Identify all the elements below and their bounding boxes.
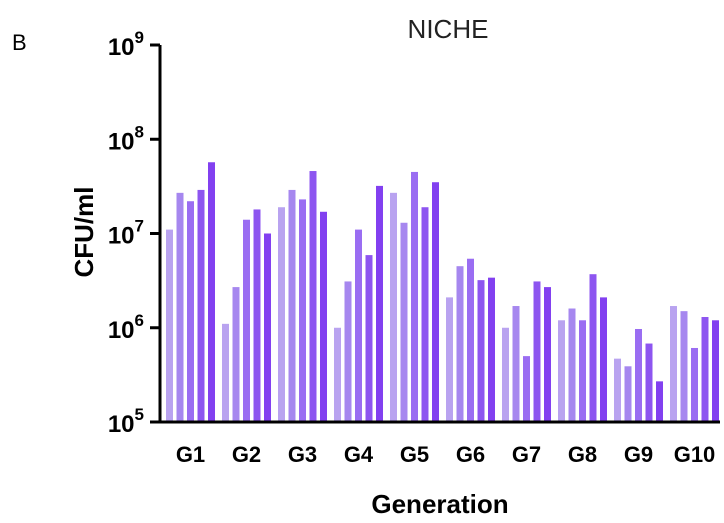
bar-g1-4 — [197, 189, 205, 422]
x-tick-label: G6 — [456, 442, 485, 467]
x-labels-group: G1 G2 G3 G4 G5 G6 G7 G8 G9 G10 — [176, 442, 715, 467]
bar-g2-1 — [222, 323, 229, 422]
bar-g5-5 — [432, 182, 439, 422]
bar-g3-2 — [288, 189, 296, 422]
bar-g9-5 — [656, 381, 663, 422]
x-tick-label: G9 — [624, 442, 653, 467]
bar-g10-3 — [691, 347, 698, 422]
bar-g7-5 — [544, 287, 551, 422]
bars-group — [166, 162, 719, 422]
bar-g7-4 — [533, 281, 541, 422]
x-tick-label: G8 — [568, 442, 597, 467]
bar-g10-2 — [680, 311, 688, 422]
bar-g2-5 — [264, 233, 271, 422]
bar-g2-3 — [243, 219, 250, 422]
bar-g1-2 — [176, 192, 184, 422]
bar-g4-2 — [344, 281, 352, 422]
y-tick-label: 109 — [108, 28, 144, 61]
bar-g1-5 — [208, 162, 215, 422]
bar-g7-2 — [512, 306, 520, 422]
bar-g8-4 — [589, 274, 597, 422]
bar-g7-1 — [502, 327, 509, 422]
y-tick-label: 107 — [108, 217, 144, 250]
bar-g5-3 — [411, 171, 418, 422]
bar-g5-2 — [400, 222, 408, 422]
bar-g2-4 — [253, 209, 261, 422]
bar-g8-3 — [579, 320, 586, 422]
bar-g10-5 — [712, 320, 719, 422]
bar-g6-3 — [467, 258, 474, 422]
bar-g4-5 — [376, 185, 383, 422]
bar-g8-2 — [568, 308, 576, 422]
chart-title: NICHE — [408, 14, 489, 44]
bar-g6-2 — [456, 266, 464, 422]
x-tick-label: G10 — [674, 442, 716, 467]
bar-g1-3 — [187, 201, 194, 422]
y-tick-label: 106 — [108, 311, 144, 344]
y-axis-title: CFU/ml — [69, 187, 99, 278]
bar-g2-2 — [232, 287, 240, 422]
bar-g8-1 — [558, 320, 565, 422]
bar-g4-3 — [355, 229, 362, 422]
bar-g6-5 — [488, 277, 495, 422]
bar-g3-5 — [320, 211, 327, 422]
bar-g5-4 — [421, 207, 429, 422]
panel-label: B — [12, 30, 27, 55]
bar-g10-1 — [670, 306, 677, 422]
bar-g1-1 — [166, 229, 173, 422]
bar-g9-1 — [614, 358, 621, 422]
x-tick-label: G4 — [344, 442, 374, 467]
x-tick-label: G7 — [512, 442, 541, 467]
bar-g9-2 — [624, 366, 632, 422]
x-tick-label: G3 — [288, 442, 317, 467]
bar-g9-4 — [645, 343, 653, 422]
x-tick-label: G2 — [232, 442, 261, 467]
y-ticks-group: 105 106 107 108 109 — [108, 28, 160, 438]
bar-g4-4 — [365, 255, 373, 422]
bar-g5-1 — [390, 192, 397, 422]
bar-g3-4 — [309, 171, 317, 422]
y-tick-label: 108 — [108, 122, 144, 155]
bar-g3-3 — [299, 199, 306, 422]
bar-g6-1 — [446, 297, 453, 422]
bar-g6-4 — [477, 280, 485, 422]
x-tick-label: G1 — [176, 442, 205, 467]
bar-g9-3 — [635, 328, 642, 422]
y-tick-label: 105 — [108, 405, 144, 438]
bar-g3-1 — [278, 207, 285, 422]
bar-g7-3 — [523, 356, 530, 422]
bar-g10-4 — [701, 317, 709, 422]
bar-g8-5 — [600, 297, 607, 422]
bar-g4-1 — [334, 327, 341, 422]
x-axis-title: Generation — [371, 489, 508, 519]
x-tick-label: G5 — [400, 442, 429, 467]
